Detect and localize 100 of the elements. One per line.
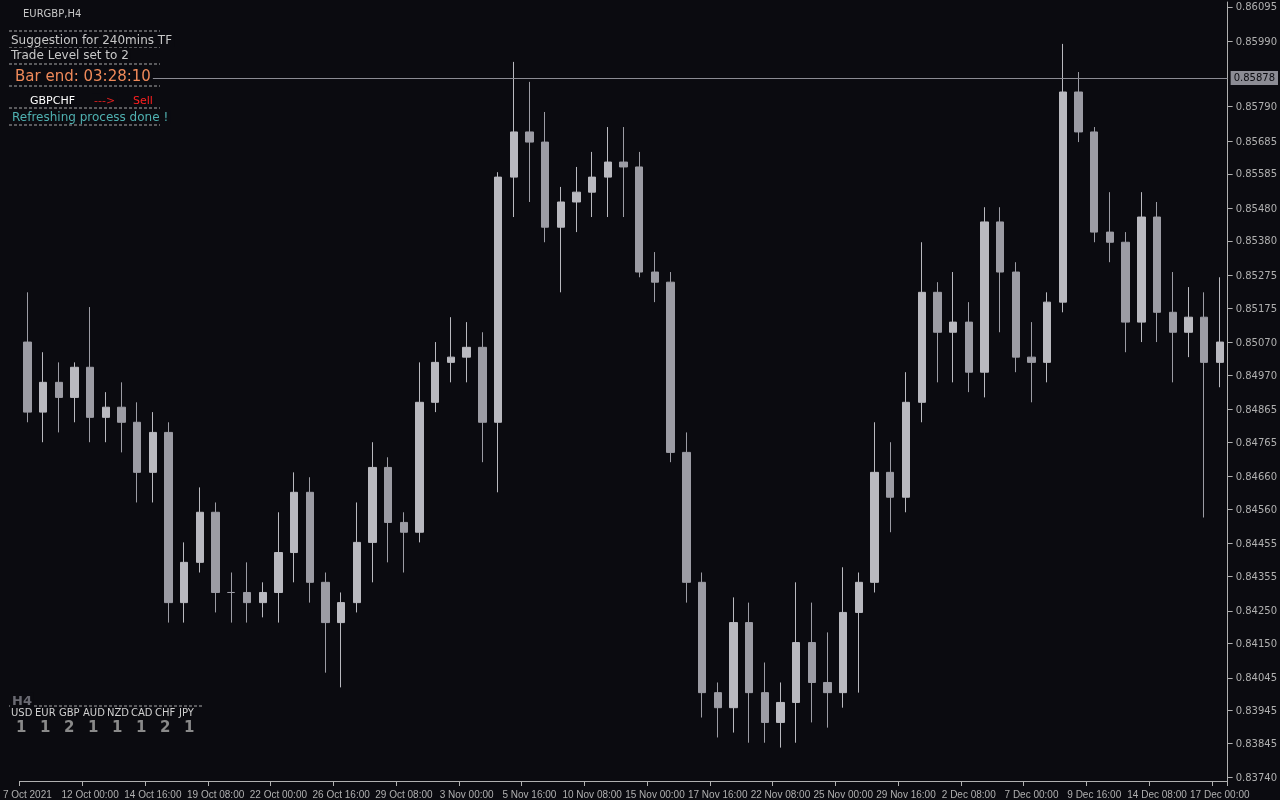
candlestick bbox=[1043, 291, 1051, 383]
annotation: 1 bbox=[112, 717, 123, 736]
candlestick bbox=[918, 241, 926, 423]
candlestick bbox=[933, 281, 942, 383]
candlestick bbox=[1200, 291, 1208, 519]
candlestick bbox=[494, 171, 502, 493]
text: EURGBP,H4 bbox=[23, 7, 82, 19]
candlestick bbox=[886, 441, 894, 533]
candlestick bbox=[666, 271, 675, 463]
candlestick bbox=[698, 572, 706, 718]
candlestick bbox=[1059, 43, 1067, 313]
candlestick bbox=[870, 421, 879, 593]
candlestick bbox=[619, 126, 628, 218]
candlestick bbox=[1106, 191, 1114, 263]
candlestick bbox=[902, 371, 910, 513]
candlestick bbox=[1216, 276, 1224, 388]
candlestick bbox=[337, 591, 345, 688]
x-tick-label: 22 Nov 08:00 bbox=[750, 788, 811, 800]
annotation: 1 bbox=[136, 717, 147, 736]
candlestick bbox=[259, 581, 267, 618]
annotation: Trade Level set to 2 bbox=[10, 48, 129, 62]
y-tick-label: 0.84150 bbox=[1235, 638, 1278, 650]
candlestick bbox=[1184, 286, 1193, 358]
candlestick bbox=[792, 581, 800, 744]
x-tick-label: 7 Dec 00:00 bbox=[1004, 788, 1059, 800]
annotation: Suggestion for 240mins TF bbox=[11, 33, 173, 47]
x-tick-label: 26 Oct 16:00 bbox=[312, 788, 371, 800]
annotation: Bar end: 03:28:10 bbox=[15, 67, 151, 85]
x-tick-label: 5 Nov 16:00 bbox=[502, 788, 557, 800]
candlestick bbox=[353, 501, 361, 613]
candlestick bbox=[180, 541, 188, 624]
candlestick bbox=[274, 511, 283, 624]
y-tick-label: 0.85685 bbox=[1235, 135, 1278, 147]
annotation: USD bbox=[11, 706, 33, 718]
x-tick-label: 29 Oct 08:00 bbox=[375, 788, 433, 800]
x-tick-label: 14 Dec 08:00 bbox=[1127, 788, 1188, 800]
candlestick bbox=[776, 681, 785, 749]
candlestick bbox=[70, 361, 79, 423]
y-tick-label: 0.84250 bbox=[1235, 605, 1278, 617]
y-tick-label: 0.84045 bbox=[1235, 672, 1278, 684]
candlestick bbox=[1074, 71, 1083, 143]
y-tick-label: 0.85175 bbox=[1235, 302, 1278, 314]
candlestick bbox=[949, 271, 957, 383]
candlestick bbox=[368, 441, 377, 583]
candlestick bbox=[462, 321, 471, 383]
y-tick-label: 0.83740 bbox=[1235, 772, 1278, 784]
candlestick bbox=[745, 602, 753, 744]
annotation: H4 bbox=[12, 692, 32, 708]
y-tick-label: 0.85380 bbox=[1235, 235, 1278, 247]
candlestick bbox=[133, 401, 141, 503]
candlestick bbox=[306, 476, 314, 604]
x-tick-label: 14 Oct 16:00 bbox=[124, 788, 182, 800]
candlestick bbox=[651, 251, 659, 303]
x-tick-label: 17 Nov 16:00 bbox=[687, 788, 748, 800]
candlestick bbox=[855, 572, 863, 694]
y-tick-label: 0.86095 bbox=[1235, 1, 1278, 13]
candlestick bbox=[682, 431, 691, 604]
candlestick bbox=[1121, 231, 1130, 353]
candlestick bbox=[55, 361, 63, 433]
y-tick-label: 0.84455 bbox=[1235, 538, 1278, 550]
candlestick bbox=[604, 126, 612, 218]
candlestick bbox=[823, 631, 832, 729]
candlestick bbox=[164, 421, 173, 624]
candlestick bbox=[635, 151, 643, 278]
y-tick-label: 0.85790 bbox=[1235, 101, 1278, 113]
candlestick bbox=[761, 662, 769, 744]
candlestick bbox=[714, 681, 722, 738]
x-tick-label: 2 Dec 08:00 bbox=[941, 788, 997, 800]
x-tick-label: 12 Oct 00:00 bbox=[61, 788, 120, 800]
annotation: EUR bbox=[35, 706, 56, 718]
candlestick bbox=[557, 186, 565, 293]
y-tick-label: 0.84765 bbox=[1235, 436, 1278, 448]
candlestick bbox=[839, 566, 847, 709]
x-tick-label: 7 Oct 2021 bbox=[2, 788, 53, 800]
y-tick-label: 0.83845 bbox=[1235, 737, 1278, 749]
x-tick-label: 25 Nov 00:00 bbox=[813, 788, 874, 800]
candlestick bbox=[149, 411, 157, 503]
candlestick bbox=[227, 572, 235, 624]
annotation: NZD bbox=[107, 706, 130, 718]
candlestick bbox=[243, 561, 251, 624]
annotation: 1 bbox=[184, 717, 195, 736]
candlestick bbox=[86, 306, 94, 443]
candlestick bbox=[447, 316, 455, 383]
annotation: 2 bbox=[160, 717, 171, 736]
candlestick bbox=[1169, 271, 1177, 383]
candlestick bbox=[525, 81, 534, 203]
y-tick-label: 0.83945 bbox=[1235, 705, 1278, 717]
y-tick-label: 0.84660 bbox=[1235, 471, 1278, 483]
candlestick bbox=[510, 61, 518, 218]
candlestick bbox=[211, 501, 220, 613]
y-tick-label: 0.85275 bbox=[1235, 269, 1278, 281]
candlestick bbox=[39, 351, 47, 443]
annotation: GBPCHF bbox=[30, 93, 75, 107]
x-tick-label: 19 Oct 08:00 bbox=[186, 788, 245, 800]
annotation: 2 bbox=[64, 717, 75, 736]
annotation: CHF bbox=[155, 706, 176, 718]
annotation: Sell bbox=[133, 93, 153, 107]
candlestick bbox=[965, 301, 973, 393]
candlestick bbox=[808, 602, 816, 723]
x-tick-label: 15 Nov 00:00 bbox=[625, 788, 686, 800]
